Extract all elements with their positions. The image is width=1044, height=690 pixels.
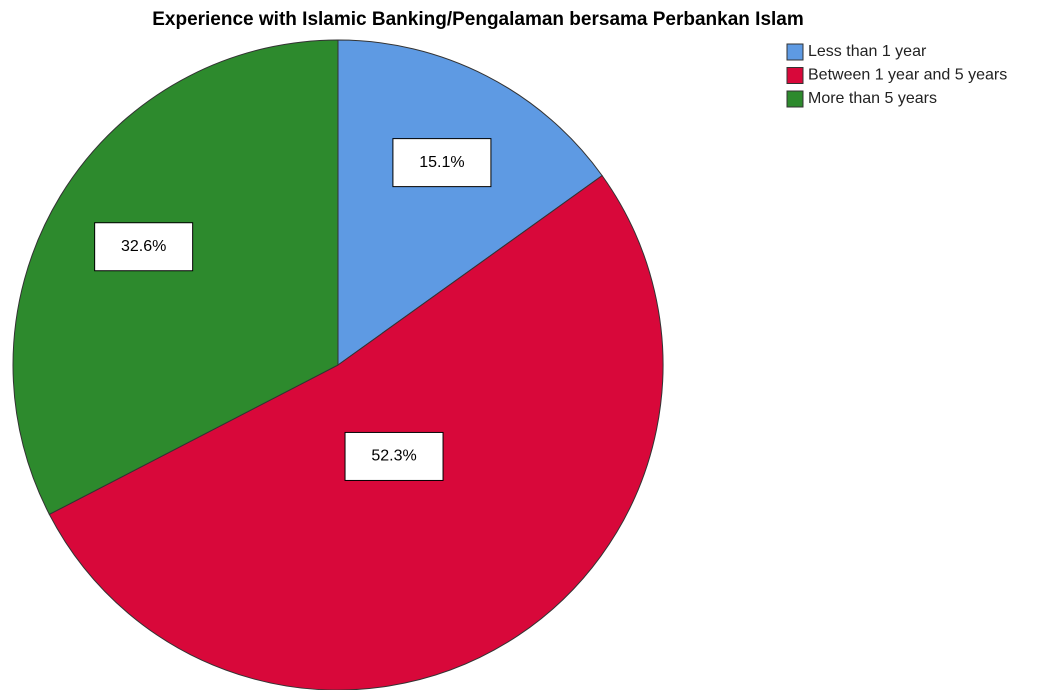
legend-label: Less than 1 year (808, 43, 927, 60)
value-label-box (94, 222, 194, 272)
value-label: 15.1% (419, 154, 464, 171)
value-label: 52.3% (371, 448, 416, 465)
legend-swatch (786, 43, 804, 61)
value-label: 32.6% (121, 238, 166, 255)
chart-title: Experience with Islamic Banking/Pengalam… (152, 9, 804, 30)
legend-swatch (786, 90, 804, 108)
legend-label: More than 5 years (808, 90, 937, 107)
value-label-box (344, 431, 444, 481)
legend-swatch (786, 67, 804, 84)
value-label-box (392, 138, 492, 188)
pie-slice (337, 39, 603, 366)
pie-slice (12, 39, 339, 516)
legend-label: Between 1 year and 5 years (808, 67, 1007, 84)
